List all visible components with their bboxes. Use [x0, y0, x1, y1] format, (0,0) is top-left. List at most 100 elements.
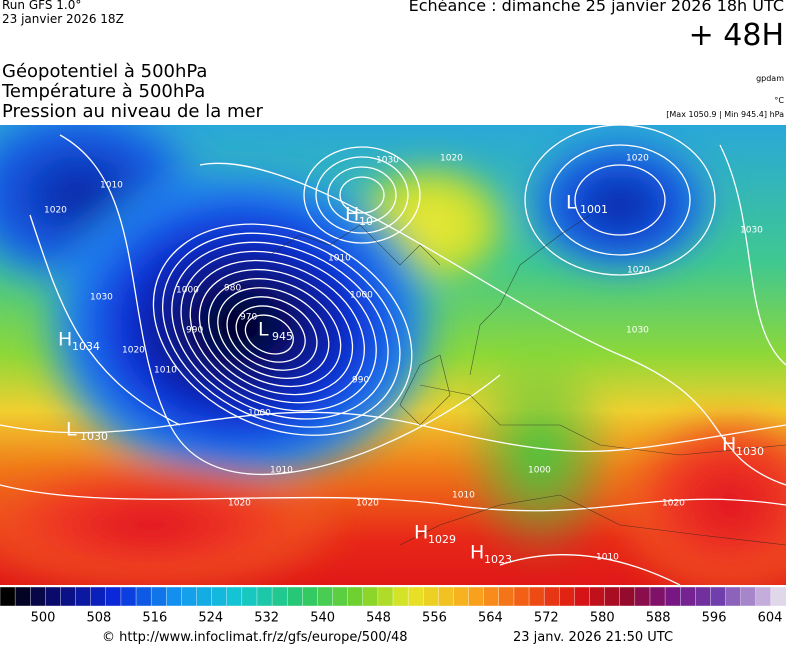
colorbar-swatch: [770, 587, 786, 607]
isobar-label: 1000: [176, 286, 199, 296]
isobar-label: 1030: [90, 293, 113, 303]
isobar: [207, 278, 342, 388]
isobar: [198, 268, 354, 396]
isobar-label: 1020: [662, 499, 685, 509]
colorbar-swatch: [604, 587, 621, 607]
colorbar-swatch: [559, 587, 576, 607]
colorbar-swatch: [286, 587, 304, 607]
colorbar-swatch: [755, 587, 772, 607]
center-value: 1029: [428, 533, 456, 546]
colorbar-label: 572: [534, 611, 559, 626]
colorbar-swatch: [483, 587, 500, 607]
colorbar-swatch: [347, 587, 364, 607]
unit: °C: [774, 96, 784, 105]
isobar-label: 1030: [626, 326, 649, 336]
generated: 23 janv. 2026 21:50 UTC: [513, 630, 674, 645]
isobar: [189, 259, 366, 404]
isobar-label: 1020: [440, 154, 463, 164]
isobar-label: 990: [186, 326, 203, 336]
colorbar-label: 540: [310, 611, 335, 626]
colorbar-swatch: [392, 587, 409, 607]
isobar-label: 1020: [228, 499, 251, 509]
isobar: [315, 156, 409, 234]
colorbar-swatch: [90, 587, 107, 607]
isobar: [199, 162, 786, 486]
colorbar-swatch: [0, 587, 16, 607]
colorbar-swatch: [14, 587, 31, 607]
isobar-label: 980: [224, 284, 241, 294]
isobar-label: 1020: [122, 346, 145, 356]
isobar-label: 1030: [740, 226, 763, 236]
colorbar-swatch: [543, 587, 560, 607]
colorbar-swatch: [740, 587, 757, 607]
colorbar-label: 556: [422, 611, 447, 626]
colorbar-label: 516: [142, 611, 167, 626]
isobar: [217, 287, 330, 379]
source: © http://www.infoclimat.fr/z/gfs/europe/…: [102, 630, 408, 645]
colorbar-swatch: [181, 587, 198, 607]
colorbar-swatch: [166, 587, 183, 607]
isobar-label: 1030: [376, 156, 399, 166]
isobar: [244, 314, 294, 355]
colorbar-swatch: [120, 587, 137, 607]
isobar-label: 1010: [328, 254, 351, 264]
colorbar-swatch: [453, 587, 470, 607]
colorbar-swatch: [438, 587, 455, 607]
isobar-label: 1000: [528, 466, 551, 476]
colorbar-swatch: [589, 587, 606, 607]
colorbar-swatch: [60, 587, 77, 607]
colorbar-swatch: [211, 587, 228, 607]
colorbar-label: 564: [478, 611, 503, 626]
center-kind: H: [414, 522, 428, 544]
isobar: [152, 223, 413, 436]
colorbar-swatch: [271, 587, 288, 607]
unit: [Max 1050.9 | Min 945.4] hPa: [666, 110, 784, 119]
isobar-label: 1010: [270, 466, 293, 476]
center-kind: H: [58, 329, 72, 351]
valid-time: Echéance : dimanche 25 janvier 2026 18h …: [408, 0, 784, 15]
colorbar-swatch: [75, 587, 92, 607]
center-kind: H: [345, 204, 359, 226]
isobar-label: 1010: [100, 181, 123, 191]
isobar-label: 1020: [356, 499, 379, 509]
isobar-label: 1010: [452, 491, 475, 501]
center-value: 1023: [484, 553, 512, 566]
center-kind: H: [722, 434, 736, 456]
colorbar: 500 508 516 524 532 540 548 556 564 572 580 588 596 6…: [0, 587, 786, 626]
isobar-label: 1020: [626, 154, 649, 164]
colorbar-swatch: [196, 587, 213, 607]
isobar: [549, 144, 691, 256]
isobar: [180, 250, 377, 412]
colorbar-swatch: [710, 587, 727, 607]
isobar: [524, 125, 716, 276]
colorbar-label: 532: [254, 611, 279, 626]
colorbar-swatch: [498, 587, 515, 607]
center-value: 10: [359, 215, 373, 228]
colorbar-label: 524: [198, 611, 223, 626]
center-kind: L: [258, 319, 269, 341]
center-kind: H: [470, 542, 484, 564]
colorbar-swatch: [256, 587, 273, 607]
colorbar-swatch: [150, 587, 167, 607]
run: Run GFS 1.0°: [2, 0, 82, 12]
colorbar-swatch: [695, 587, 712, 607]
coastlines: [269, 214, 786, 546]
isobar: [339, 176, 385, 214]
isobar: [574, 164, 666, 236]
colorbar-label: 604: [758, 611, 783, 626]
colorbar-swatch: [302, 587, 319, 607]
center-value: 945: [272, 330, 293, 343]
isobar: [235, 305, 306, 363]
isobar-label: 970: [240, 313, 257, 323]
colorbar-swatch: [241, 587, 258, 607]
isobar: [499, 553, 681, 585]
isobar: [171, 241, 389, 420]
isobar-label: 1020: [627, 266, 650, 276]
colorbar-swatch: [528, 587, 545, 607]
run-date: 23 janvier 2026 18Z: [2, 12, 124, 26]
colorbar-swatch: [45, 587, 62, 607]
center-kind: L: [66, 419, 77, 441]
isobar: [226, 296, 318, 371]
